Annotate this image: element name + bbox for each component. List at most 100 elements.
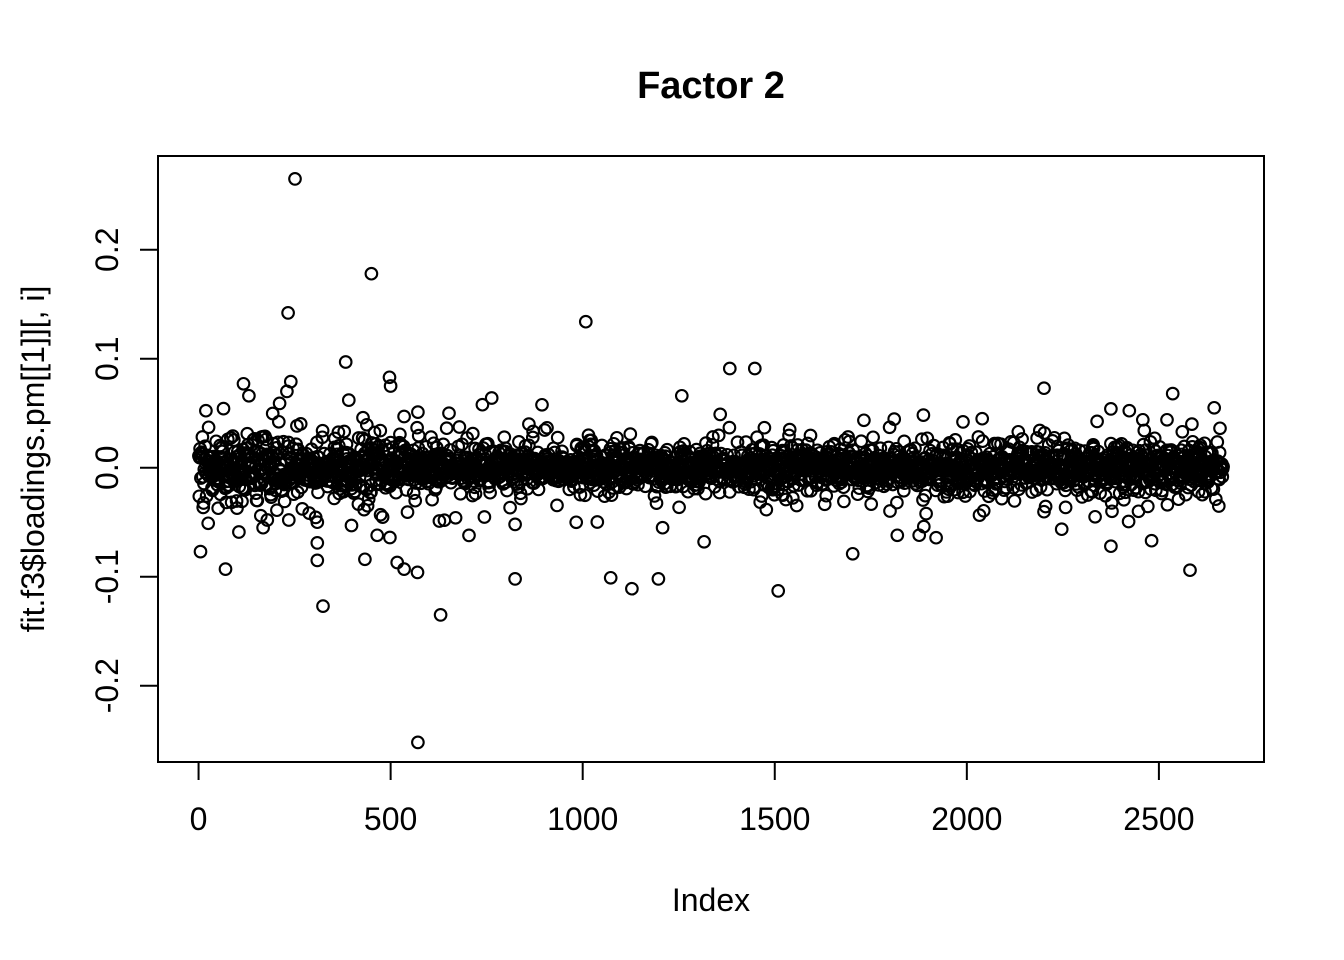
- data-point: [918, 488, 933, 503]
- data-point: [315, 430, 330, 445]
- data-point: [433, 608, 448, 622]
- data-point: [1122, 403, 1137, 418]
- data-point: [1121, 514, 1136, 529]
- data-point: [578, 314, 593, 329]
- data-point: [281, 513, 296, 527]
- data-point: [625, 581, 639, 596]
- data-point: [916, 519, 931, 534]
- data-point: [232, 525, 246, 539]
- data-point: [411, 735, 425, 750]
- data-point: [976, 503, 991, 518]
- data-point: [331, 438, 346, 453]
- data-point: [411, 428, 426, 443]
- data-point: [866, 430, 880, 445]
- data-point: [1105, 504, 1119, 519]
- data-point: [361, 492, 376, 506]
- data-point: [359, 417, 374, 432]
- data-point: [889, 441, 904, 456]
- data-point: [672, 500, 686, 515]
- data-point: [264, 490, 279, 504]
- data-point: [537, 423, 552, 437]
- data-point: [890, 495, 904, 510]
- data-point: [1183, 563, 1197, 578]
- data-point: [364, 266, 379, 281]
- data-point: [375, 510, 390, 524]
- data-point: [411, 405, 425, 419]
- data-point: [1104, 539, 1118, 554]
- data-point: [260, 513, 275, 527]
- data-point: [837, 494, 851, 509]
- data-point: [883, 504, 897, 518]
- data-point: [1038, 499, 1053, 514]
- data-point: [310, 515, 325, 530]
- data-point: [522, 417, 536, 431]
- data-point: [477, 510, 492, 524]
- data-point: [915, 432, 929, 447]
- data-point: [623, 427, 638, 441]
- data-point: [341, 393, 356, 407]
- data-point: [916, 408, 931, 422]
- data-point: [759, 502, 774, 517]
- data-point: [1175, 424, 1190, 439]
- data-point: [271, 414, 286, 429]
- data-point: [196, 496, 211, 510]
- data-point: [1104, 402, 1118, 416]
- scatter-points-layer: [192, 172, 1230, 750]
- data-point: [1104, 496, 1119, 510]
- data-point: [722, 361, 737, 376]
- data-point: [948, 433, 963, 447]
- y-axis-title: fit.f3$loadings.pm[[1]][, i]: [15, 286, 51, 633]
- x-axis-tick-label: 0: [190, 801, 208, 837]
- data-point: [364, 485, 378, 499]
- data-point: [1160, 497, 1175, 512]
- data-point: [383, 379, 398, 393]
- data-point: [782, 422, 797, 437]
- data-point: [408, 493, 423, 508]
- data-point: [410, 565, 425, 580]
- data-point: [550, 430, 565, 445]
- data-point: [201, 516, 216, 531]
- data-point: [1007, 494, 1022, 508]
- data-point: [1206, 482, 1221, 497]
- data-point: [727, 448, 741, 463]
- y-axis: -0.2 -0.1 0.0 0.1 0.2: [89, 227, 157, 713]
- data-point: [1131, 484, 1146, 499]
- data-point: [817, 497, 832, 512]
- data-point: [344, 518, 359, 533]
- data-point: [270, 503, 284, 518]
- x-axis-title: Index: [672, 882, 750, 918]
- data-point: [311, 485, 325, 500]
- data-point: [397, 409, 411, 424]
- data-point: [356, 410, 370, 425]
- data-point: [1216, 459, 1230, 474]
- data-point: [508, 572, 522, 586]
- y-axis-tick-label: 0.2: [89, 227, 125, 271]
- data-point: [555, 444, 569, 459]
- data-point: [908, 441, 922, 456]
- data-point: [1171, 492, 1186, 507]
- data-point: [400, 505, 415, 519]
- data-point: [256, 520, 270, 535]
- data-point: [410, 420, 424, 435]
- data-point: [789, 498, 804, 513]
- data-point: [358, 552, 372, 567]
- data-point: [747, 361, 762, 376]
- data-point: [706, 430, 720, 444]
- x-axis-tick-label: 1000: [547, 801, 618, 837]
- data-point: [452, 420, 467, 434]
- data-point: [193, 544, 208, 559]
- data-point: [975, 411, 990, 426]
- data-point: [739, 435, 753, 449]
- data-point: [331, 425, 346, 440]
- plot-title: Factor 2: [637, 65, 785, 107]
- data-point: [339, 437, 354, 452]
- data-point: [503, 500, 517, 515]
- plot-border: [157, 155, 1265, 763]
- data-point: [1135, 412, 1150, 427]
- data-point: [972, 508, 987, 522]
- data-point: [864, 497, 879, 511]
- y-axis-tick-label: -0.1: [89, 549, 125, 604]
- y-axis-tick-label: 0.1: [89, 336, 125, 380]
- data-point: [999, 480, 1013, 495]
- data-point: [649, 496, 664, 510]
